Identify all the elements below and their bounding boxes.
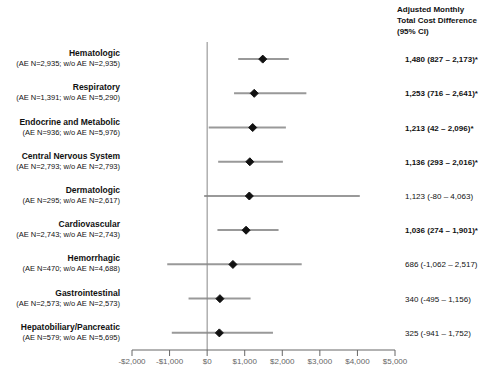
svg-text:$0: $0	[203, 357, 212, 366]
svg-text:$4,000: $4,000	[345, 357, 370, 366]
svg-text:Dermatologic(AE N=295; w/o AE: Dermatologic(AE N=295; w/o AE N=2,617)	[22, 185, 120, 205]
svg-text:Hematologic(AE N=2,935; w/o AE: Hematologic(AE N=2,935; w/o AE N=2,935)	[16, 48, 120, 68]
svg-text:-$2,000: -$2,000	[118, 357, 146, 366]
svg-text:$3,000: $3,000	[308, 357, 333, 366]
svg-text:1,213 (42 – 2,096)*: 1,213 (42 – 2,096)*	[405, 124, 474, 133]
svg-text:-$1,000: -$1,000	[156, 357, 184, 366]
svg-text:1,253 (716 – 2,641)*: 1,253 (716 – 2,641)*	[405, 89, 479, 98]
svg-text:686 (-1,062 – 2,517): 686 (-1,062 – 2,517)	[405, 260, 478, 269]
html-text:(95% CI): (95% CI)	[397, 27, 429, 36]
svg-text:340 (-495 – 1,156): 340 (-495 – 1,156)	[405, 295, 471, 304]
html-text:Total Cost Difference: Total Cost Difference	[397, 16, 477, 25]
svg-text:$5,000: $5,000	[383, 357, 408, 366]
svg-text:1,136 (293 – 2,016)*: 1,136 (293 – 2,016)*	[405, 158, 479, 167]
svg-text:Hepatobiliary/Pancreatic(AE N=: Hepatobiliary/Pancreatic(AE N=579; w/o A…	[21, 322, 121, 342]
svg-text:Respiratory(AE N=1,391; w/o AE: Respiratory(AE N=1,391; w/o AE N=5,290)	[16, 82, 120, 102]
svg-text:Hemorrhagic(AE N=470; w/o AE N: Hemorrhagic(AE N=470; w/o AE N=4,688)	[22, 253, 120, 273]
svg-text:1,480 (827 – 2,173)*: 1,480 (827 – 2,173)*	[405, 55, 479, 64]
svg-text:1,036 (274 – 1,901)*: 1,036 (274 – 1,901)*	[405, 226, 479, 235]
svg-text:Cardiovascular(AE N=2,743; w/o: Cardiovascular(AE N=2,743; w/o AE N=2,74…	[16, 219, 121, 239]
svg-text:1,123 (-80 – 4,063): 1,123 (-80 – 4,063)	[405, 192, 473, 201]
svg-text:$1,000: $1,000	[232, 357, 257, 366]
svg-text:Gastrointestinal(AE N=2,573; w: Gastrointestinal(AE N=2,573; w/o AE N=2,…	[16, 288, 120, 308]
svg-text:$2,000: $2,000	[270, 357, 295, 366]
svg-text:Endocrine and Metabolic(AE N=9: Endocrine and Metabolic(AE N=936; w/o AE…	[19, 117, 120, 137]
svg-text:325 (-941 – 1,752): 325 (-941 – 1,752)	[405, 329, 471, 338]
svg-text:Central Nervous System(AE N=2,: Central Nervous System(AE N=2,793; w/o A…	[16, 151, 120, 171]
html-text:Adjusted Monthly: Adjusted Monthly	[397, 5, 465, 14]
